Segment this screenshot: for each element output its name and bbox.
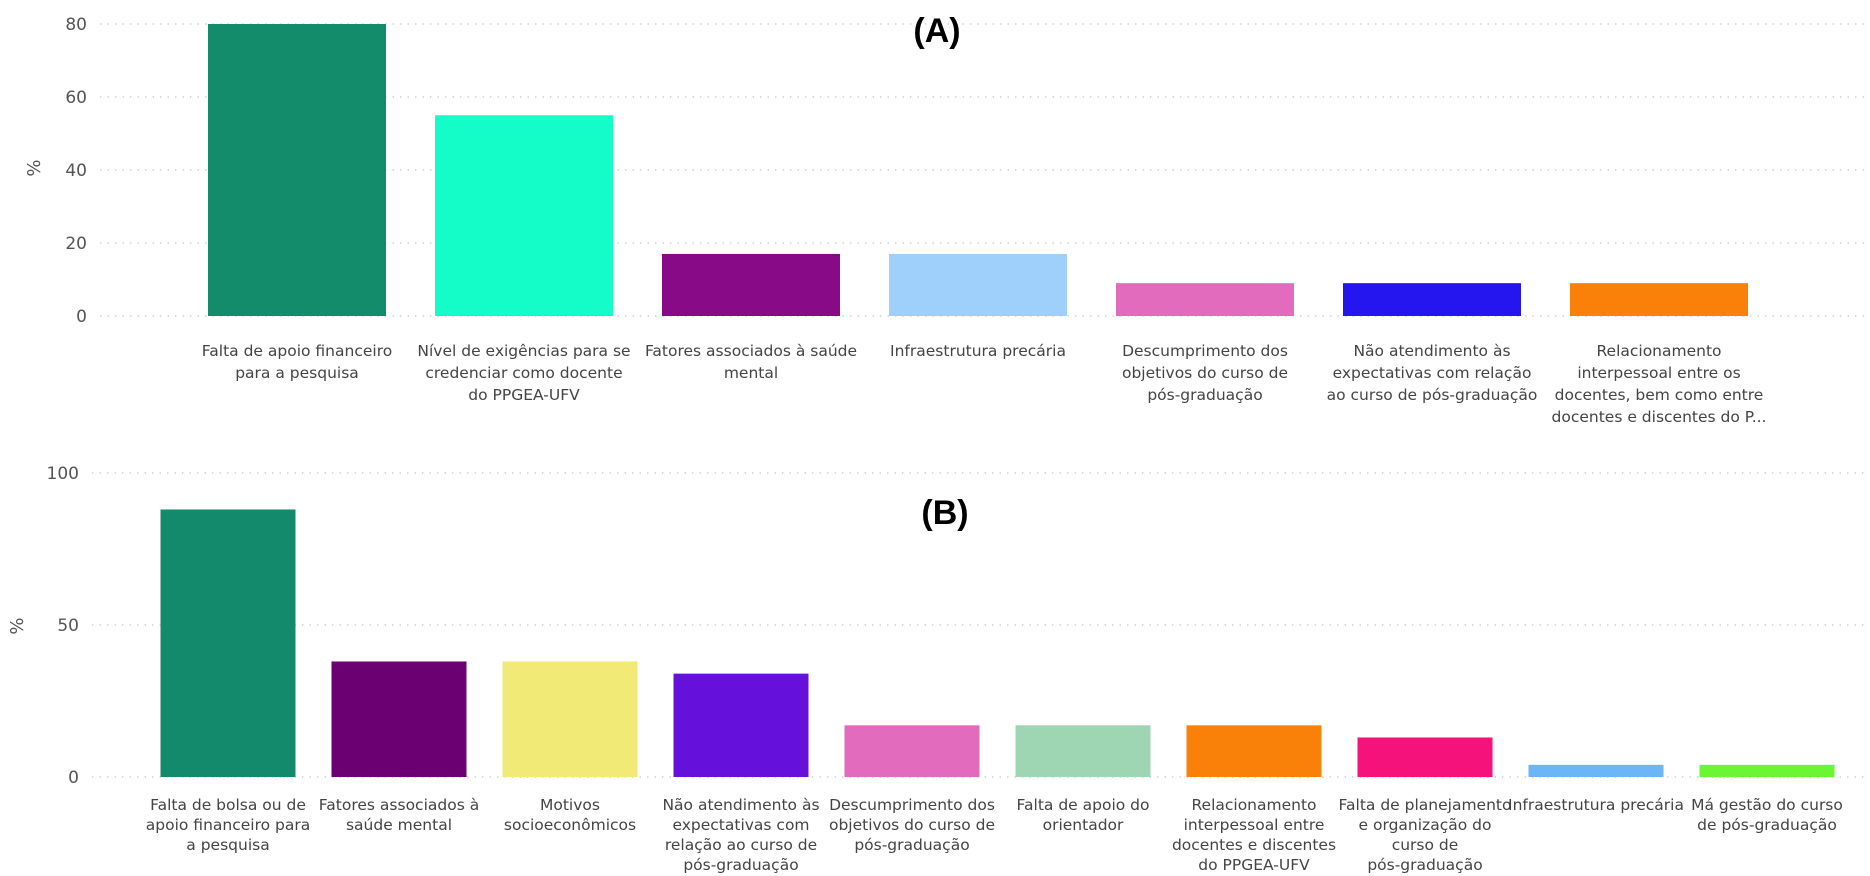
bar xyxy=(1357,737,1493,777)
bar xyxy=(1699,764,1835,777)
bar xyxy=(208,24,386,316)
y-tick-label: 50 xyxy=(57,616,79,636)
bar xyxy=(1116,283,1294,316)
y-tick-label: 0 xyxy=(68,768,79,788)
x-tick-label: Fatores associados à saúde mental xyxy=(319,796,479,834)
x-tick-label: Má gestão do curso de pós-graduação xyxy=(1691,796,1843,834)
y-tick-label: 60 xyxy=(65,88,87,108)
x-tick-label: Falta de apoio do orientador xyxy=(1017,796,1150,834)
y-axis-label: % xyxy=(24,159,45,176)
bar xyxy=(1528,764,1664,777)
bar xyxy=(1570,283,1748,316)
x-tick-label: Relacionamento interpessoal entre docentes… xyxy=(1172,796,1336,874)
bar xyxy=(435,115,613,316)
y-tick-label: 0 xyxy=(76,307,87,327)
x-tick-label: Falta de planejamento e organização do cur… xyxy=(1339,796,1512,874)
bar xyxy=(1186,725,1322,777)
x-tick-label: Infraestrutura precária xyxy=(890,342,1066,360)
bar xyxy=(502,661,638,777)
y-tick-label: 20 xyxy=(65,234,87,254)
bar xyxy=(331,661,467,777)
x-tick-label: Não atendimento às expectativas com relaçã… xyxy=(662,796,819,874)
y-tick-label: 40 xyxy=(65,161,87,181)
x-tick-label: Descumprimento dos objetivos do curso de p… xyxy=(1122,342,1288,404)
bar xyxy=(673,673,809,777)
x-tick-label: Falta de bolsa ou de apoio financeiro par… xyxy=(146,796,310,854)
x-tick-label: Relacionamento interpessoal entre os docen… xyxy=(1552,342,1767,426)
bar xyxy=(1343,283,1521,316)
bar xyxy=(160,509,296,777)
x-tick-label: Fatores associados à saúde mental xyxy=(645,342,857,382)
x-tick-label: Descumprimento dos objetivos do curso de p… xyxy=(829,796,995,854)
chart-b: 0 50 100% Falta de bolsa ou de apoio finance… xyxy=(7,464,1865,874)
chart-a: 0 20 40 60 80% Falta de apoio financeiro para … xyxy=(24,12,1865,426)
x-tick-label: Nível de exigências para se credenciar co… xyxy=(417,342,630,404)
x-tick-label: Motivos socioeconômicos xyxy=(504,796,636,834)
bar xyxy=(1015,725,1151,777)
y-tick-label: 80 xyxy=(65,15,87,35)
x-tick-label: Não atendimento às expectativas com relaç… xyxy=(1327,342,1538,404)
chart-title: (A) xyxy=(913,12,960,50)
bar xyxy=(844,725,980,777)
x-tick-label: Falta de apoio financeiro para a pesquisa xyxy=(202,342,392,382)
bar xyxy=(889,253,1067,316)
chart-title: (B) xyxy=(921,494,968,532)
y-axis-label: % xyxy=(7,617,28,634)
x-tick-label: Infraestrutura precária xyxy=(1508,796,1684,814)
bar xyxy=(662,253,840,316)
y-tick-label: 100 xyxy=(47,464,79,484)
